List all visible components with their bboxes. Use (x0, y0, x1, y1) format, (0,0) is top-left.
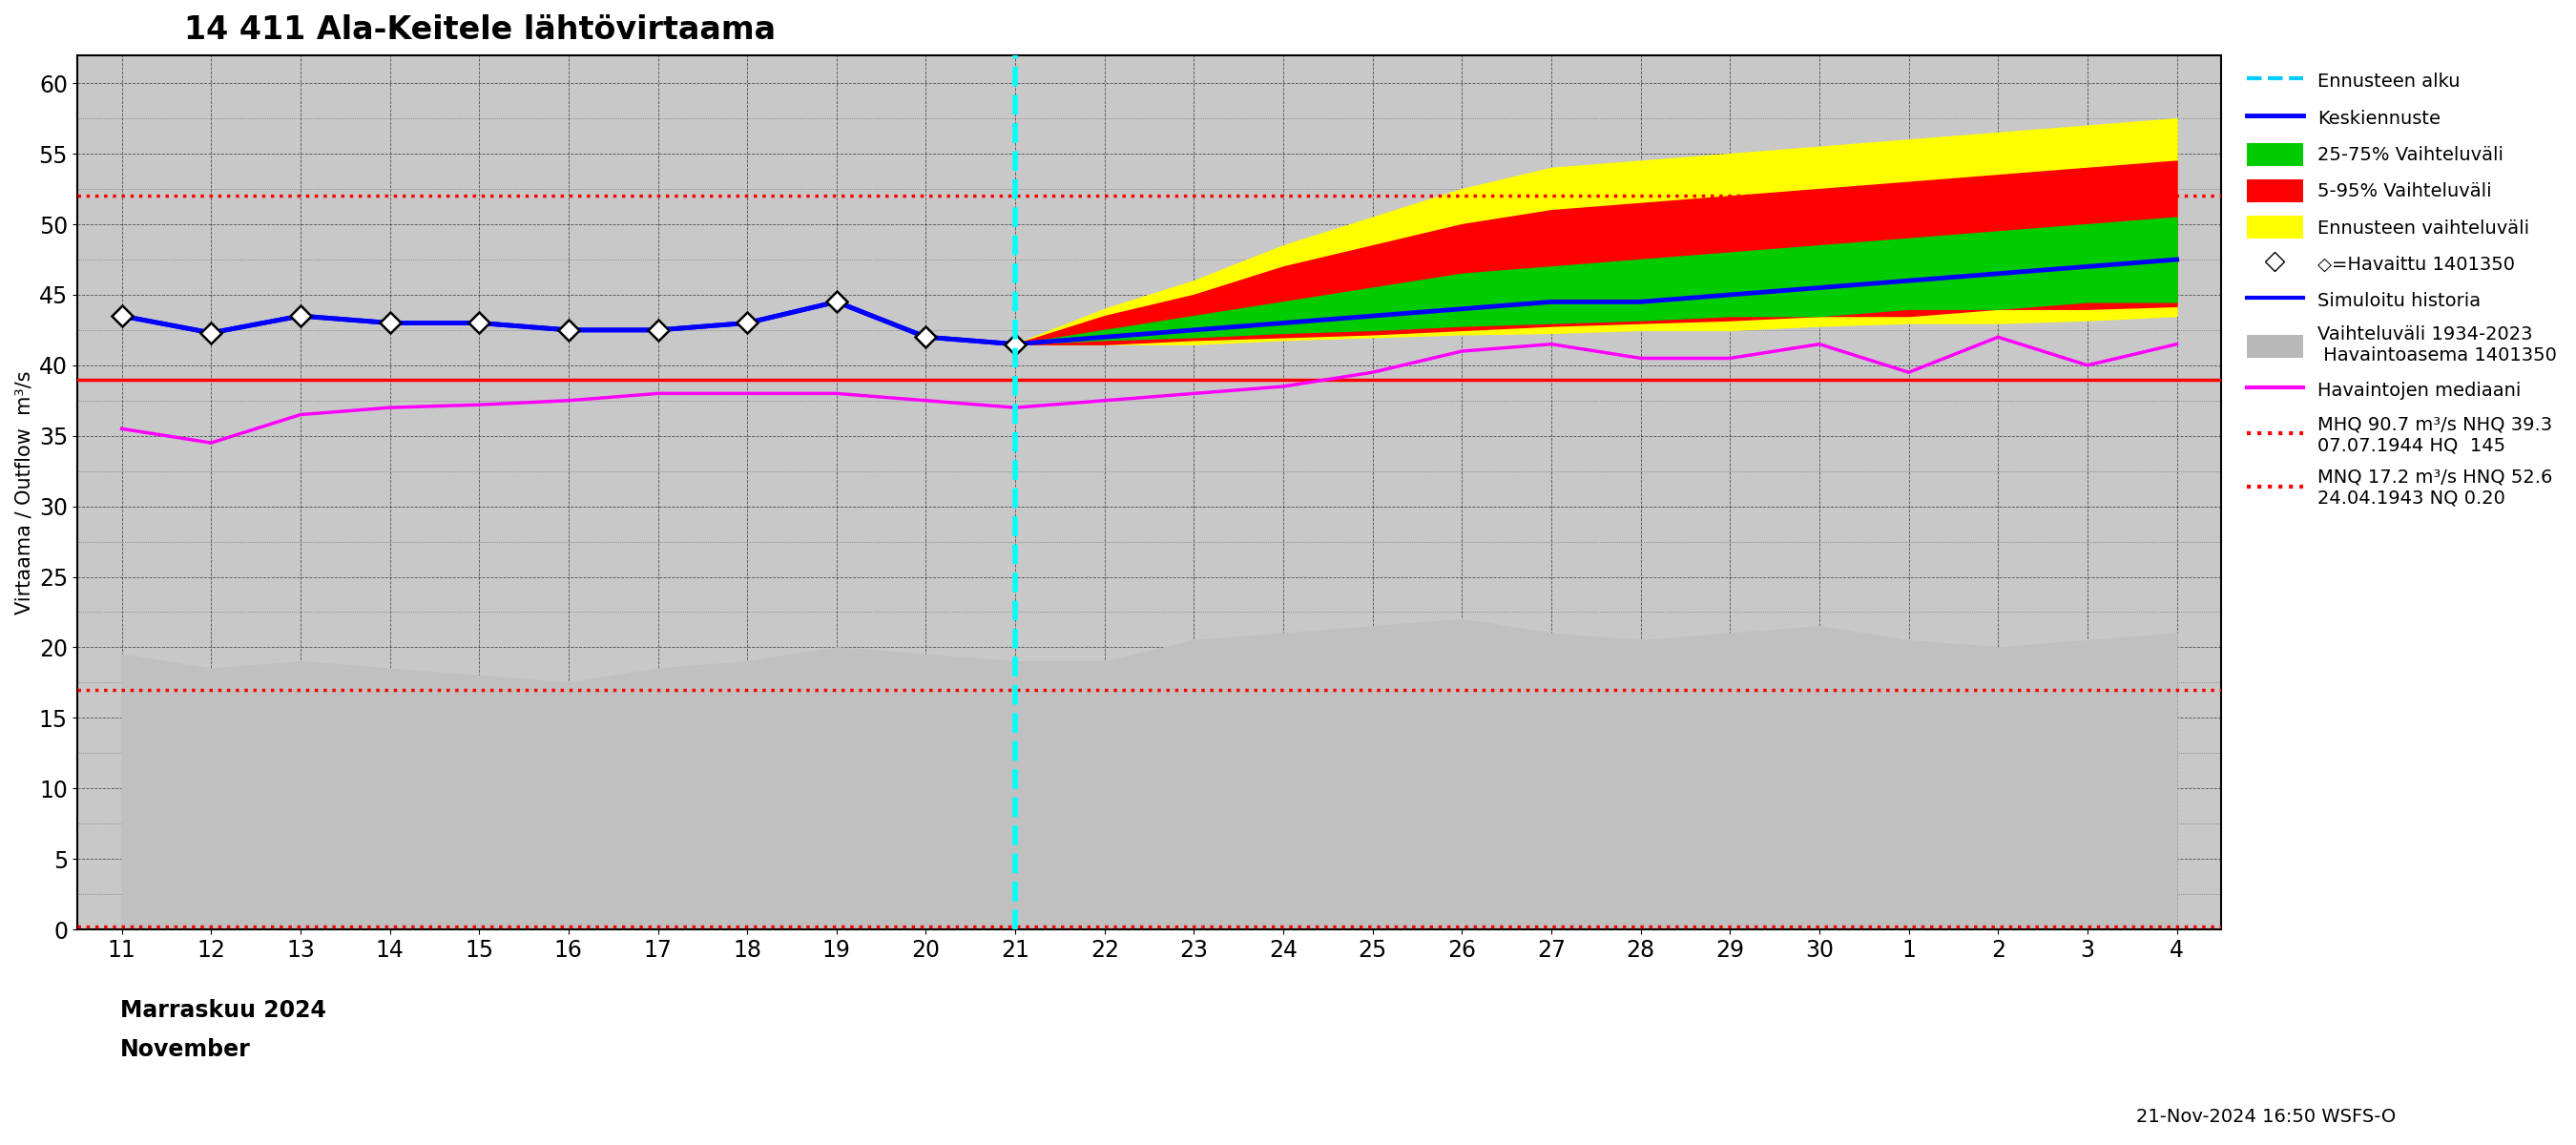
Legend: Ennusteen alku, Keskiennuste, 25-75% Vaihteluväli, 5-95% Vaihteluväli, Ennusteen: Ennusteen alku, Keskiennuste, 25-75% Vai… (2241, 64, 2563, 513)
Y-axis label: Virtaama / Outflow  m³/s: Virtaama / Outflow m³/s (15, 370, 33, 614)
Text: November: November (121, 1039, 250, 1061)
Text: Marraskuu 2024: Marraskuu 2024 (121, 998, 327, 1021)
Text: 21-Nov-2024 16:50 WSFS-O: 21-Nov-2024 16:50 WSFS-O (2136, 1108, 2396, 1126)
Text: 14 411 Ala-Keitele lähtövirtaama: 14 411 Ala-Keitele lähtövirtaama (185, 14, 775, 46)
